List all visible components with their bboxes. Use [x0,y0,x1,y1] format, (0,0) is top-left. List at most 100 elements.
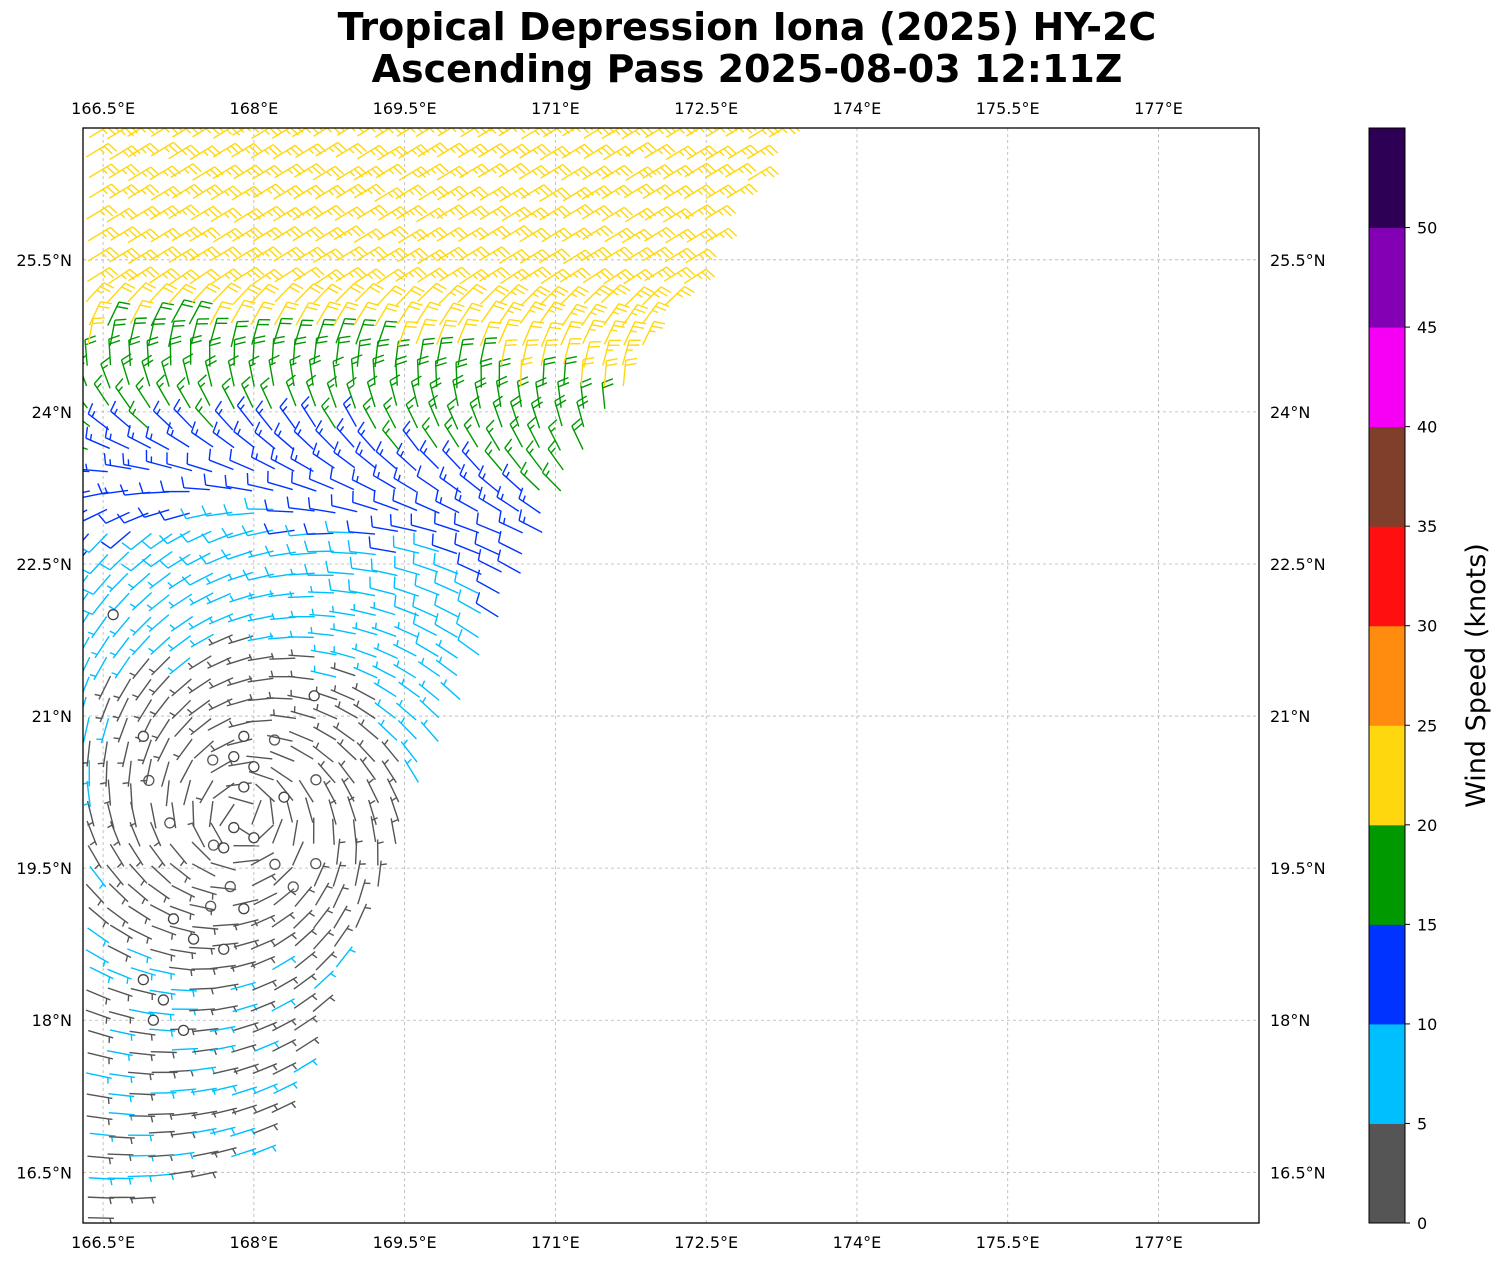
barb-feather [369,286,381,294]
barb-feather [173,398,181,410]
wind-barb [455,612,479,639]
barb-half-feather [226,169,232,176]
wind-barb [287,881,299,893]
barb-shaft [86,800,95,827]
barb-feather [454,532,457,545]
barb-shaft [107,1153,134,1156]
barb-half-feather [390,151,397,157]
barb-shaft [353,703,376,720]
barb-shaft [148,1130,175,1134]
barb-shaft [357,879,367,905]
wind-barb [370,602,396,616]
barb-shaft [106,128,127,140]
barb-half-feather [123,231,130,237]
wind-barb [109,843,125,868]
barb-half-feather [121,274,127,280]
barb-shaft [253,183,277,199]
barb-feather [563,227,573,237]
barb-shaft [107,779,112,806]
barb-feather [290,147,300,157]
wind-barb [110,226,142,241]
barb-shaft [271,128,291,139]
barb-half-feather [396,639,399,647]
wind-barb [189,987,216,995]
barb-shaft [374,702,396,719]
barb-half-feather [400,717,405,724]
barb-half-feather [513,274,519,280]
axis-ticks: 166.5°E166.5°E168°E168°E169.5°E169.5°E17… [16,99,1325,1252]
barb-half-feather [208,638,214,645]
barb-feather [542,266,552,276]
wind-barb [704,204,736,220]
barb-feather [431,533,434,546]
barb-shaft [312,994,334,1013]
barb-feather [289,286,300,293]
barb-half-feather [289,914,296,920]
barb-feather [527,339,539,342]
barb-shaft [174,716,193,738]
barb-shaft [212,164,236,180]
barb-half-feather [421,680,426,687]
wind-barb [726,183,758,199]
barb-half-feather [102,128,108,135]
wind-barb [87,317,105,345]
wind-barb [83,696,87,710]
barb-shaft [187,530,212,543]
wind-barb [233,1063,259,1073]
barb-shaft [212,923,239,927]
barb-feather [357,421,365,432]
wind-barb [683,268,715,285]
barb-feather [509,415,519,425]
barb-shaft [404,759,420,783]
wind-barb [436,336,454,365]
barb-half-feather [126,977,129,984]
barb-half-feather [595,210,601,216]
wind-barb [221,527,254,539]
barb-feather [333,441,339,453]
wind-barb [83,550,88,557]
barb-half-feather [210,744,216,751]
barb-half-feather [401,678,405,685]
barb-half-feather [412,171,418,177]
barb-shaft [454,523,480,534]
barb-feather [181,476,185,488]
barb-feather [461,441,469,452]
barb-feather [203,473,207,486]
barb-shaft [540,163,564,179]
wind-barb [351,643,377,658]
barb-shaft [150,550,173,568]
barb-feather [92,322,104,325]
barb-feather [623,184,633,194]
wind-barb [83,636,90,650]
wind-barb [272,1038,297,1052]
wind-barb [560,166,593,181]
barb-shaft [106,864,124,886]
barb-half-feather [164,128,170,133]
barb-feather [290,228,300,238]
barb-half-feather [108,1157,112,1165]
wind-barb [83,354,88,387]
wind-barb [254,421,276,450]
barb-shaft [266,734,293,742]
barb-feather [331,207,341,217]
wind-barb [313,335,328,365]
barb-half-feather [251,1149,257,1156]
barb-feather [574,289,586,297]
barb-shaft [251,1144,277,1156]
barb-feather [263,301,275,306]
barb-half-feather [171,1092,175,1099]
barb-half-feather [339,841,346,844]
barb-shaft [603,145,627,161]
barb-feather [264,566,271,578]
wind-barb [582,319,606,345]
barb-feather [571,418,581,427]
barb-half-feather [399,450,405,457]
barb-half-feather [390,381,398,387]
wind-barb [336,838,346,865]
wind-barb [159,480,190,493]
barb-feather [375,228,386,238]
barb-shaft [191,1110,218,1117]
barb-feather [402,420,411,431]
barb-feather [146,336,159,342]
barb-half-feather [510,291,517,296]
